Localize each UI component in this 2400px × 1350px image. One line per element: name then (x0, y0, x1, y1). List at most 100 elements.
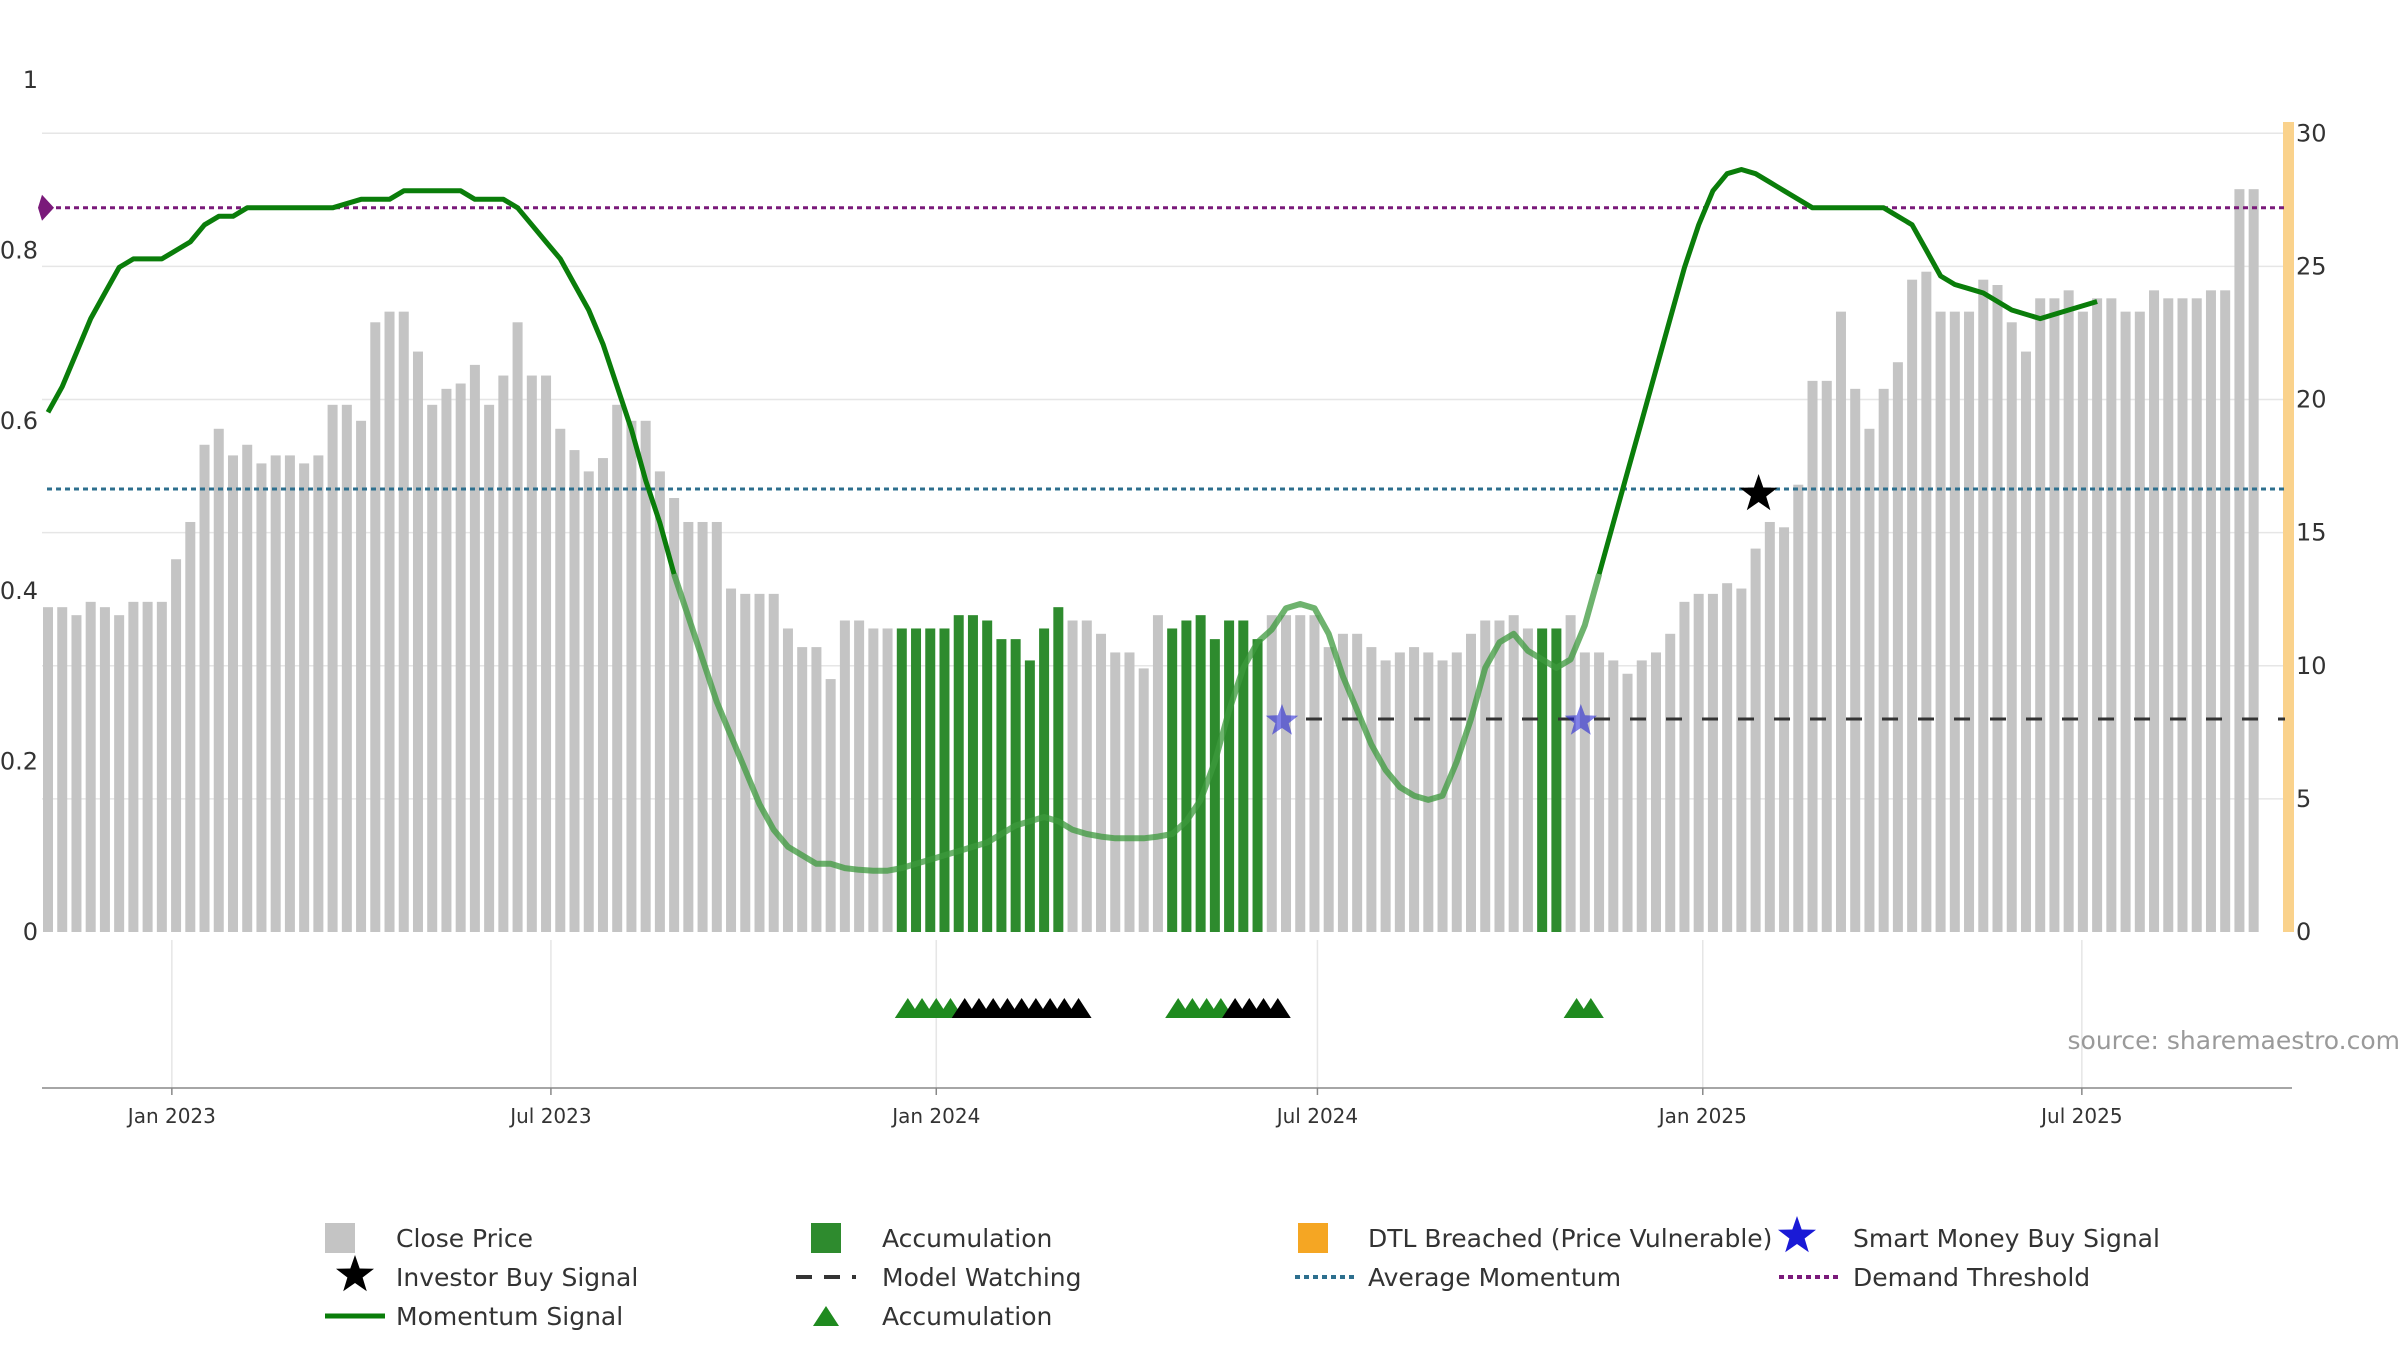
accumulation-bar (1053, 607, 1064, 932)
close-price-bar (1835, 311, 1846, 932)
close-price-bar (2234, 189, 2245, 933)
close-price-bar (2120, 311, 2131, 932)
close-price-bar (825, 679, 836, 932)
accumulation-bar (1537, 628, 1548, 932)
close-price-bar (811, 647, 822, 932)
close-price-bar (1964, 311, 1975, 932)
close-price-bar (1152, 615, 1163, 932)
close-price-bar (398, 311, 409, 932)
accumulation-marker-green (1577, 998, 1604, 1018)
momentum-line-faded (671, 573, 1602, 874)
right-axis-tick: 20 (2296, 386, 2327, 414)
close-price-bar (541, 375, 552, 933)
close-price-bar (43, 607, 53, 932)
momentum-line-solid (45, 188, 677, 575)
close-price-bar (2163, 298, 2174, 932)
accumulation-bar (1167, 628, 1178, 932)
close-price-bar (1707, 593, 1718, 932)
close-price-bar (256, 463, 267, 932)
x-axis-tick: Jan 2025 (1657, 1104, 1747, 1128)
close-price-bar (512, 322, 523, 933)
legend-investor-buy-star (336, 1255, 374, 1292)
close-price-bar (2049, 298, 2060, 932)
momentum-line-solid (1596, 167, 2098, 575)
investor-buy-star (1739, 474, 1778, 511)
close-price-bar (2248, 189, 2259, 933)
close-price-bar (1978, 279, 1989, 932)
close-price-bar (1921, 271, 1932, 932)
legend: Close Price Accumulation DTL Breached (Pri… (325, 1216, 2160, 1331)
left-axis-tick: 1 (23, 66, 38, 94)
close-price-bar (782, 628, 793, 932)
momentum-signal (45, 167, 2098, 874)
close-price-bar (2063, 290, 2074, 932)
smart-money-buy-star (1265, 704, 1299, 735)
legend-label-average-momentum: Average Momentum (1368, 1263, 1621, 1292)
close-price-bar (1295, 615, 1306, 932)
demand-threshold-marker (38, 194, 54, 221)
close-price-bar (669, 498, 680, 932)
close-price-bar (1850, 388, 1861, 933)
close-price-bar (227, 455, 238, 932)
legend-label-accumulation-bar: Accumulation (882, 1224, 1052, 1253)
accumulation-markers (894, 998, 1604, 1018)
accumulation-bar (925, 628, 936, 932)
accumulation-bar (939, 628, 950, 932)
right-axis-tick: 10 (2296, 652, 2327, 680)
close-price-bar (71, 615, 82, 932)
close-price-bar (1907, 279, 1918, 932)
close-price-bar (882, 628, 893, 932)
x-axis-tick: Jul 2025 (2039, 1104, 2122, 1128)
close-price-bar (1821, 380, 1832, 932)
right-axis-tick: 25 (2296, 252, 2327, 280)
close-price-bar (1579, 652, 1590, 932)
close-price-bar (498, 375, 509, 933)
accumulation-bar (996, 639, 1007, 932)
left-axis-tick: 0.4 (0, 577, 38, 605)
close-price-bar (370, 322, 381, 933)
close-price-bar (526, 375, 537, 933)
close-price-bar (1665, 633, 1676, 932)
smart-money-buy-star (1564, 704, 1597, 735)
legend-swatch-close-price (325, 1223, 355, 1253)
close-price-bar (1394, 652, 1405, 932)
close-price-bar (2177, 298, 2188, 932)
accumulation-bar (911, 628, 922, 932)
close-price-bar (114, 615, 125, 932)
close-price-bar (99, 607, 110, 932)
accumulation-bar (896, 628, 907, 932)
close-price-bar (384, 311, 395, 932)
close-price-bar (1565, 615, 1576, 932)
close-price-bar (1138, 668, 1149, 932)
accumulation-bar (967, 615, 978, 932)
accumulation-bar (953, 615, 964, 932)
close-price-bar (1096, 633, 1107, 932)
close-price-bar (797, 647, 808, 932)
accumulation-bar (1209, 639, 1220, 932)
close-price-bar (2205, 290, 2216, 932)
close-price-bar (1793, 484, 1804, 932)
close-price-bar (199, 444, 210, 932)
accumulation-bar (1181, 620, 1192, 932)
close-price-bar (171, 559, 182, 932)
close-price-bar (142, 601, 153, 932)
close-price-bar (1451, 652, 1462, 932)
close-price-bar (1067, 620, 1078, 932)
close-price-bar (2077, 311, 2088, 932)
accumulation-bar (1024, 660, 1035, 932)
right-axis-tick: 5 (2296, 785, 2311, 813)
accumulation-bar (1551, 628, 1562, 932)
close-price-bar (1466, 633, 1476, 932)
close-price-bar (1807, 380, 1818, 932)
close-price-bar (327, 404, 338, 932)
close-price-bar (1679, 601, 1690, 932)
close-price-bar (1409, 647, 1420, 932)
close-price-bar (1935, 311, 1946, 932)
close-price-bar (1764, 521, 1775, 932)
close-price-bar (1508, 615, 1519, 932)
accumulation-bar (1195, 615, 1206, 932)
signal-markers (1265, 474, 1778, 735)
legend-label-investor-buy: Investor Buy Signal (396, 1263, 638, 1292)
source-label: source: sharemaestro.com (2068, 1026, 2400, 1055)
